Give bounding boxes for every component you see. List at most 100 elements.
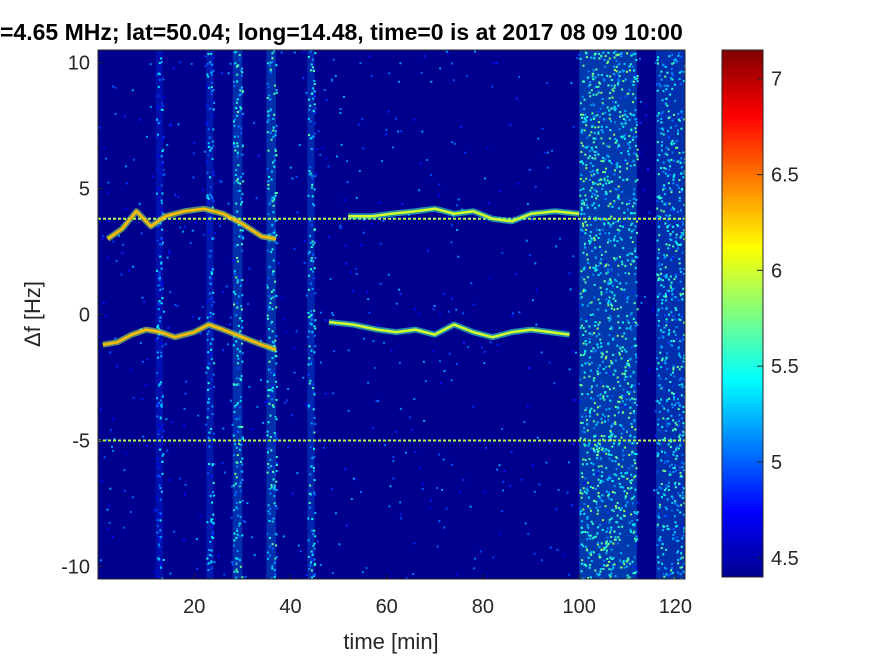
noise-speck	[679, 573, 682, 576]
noise-speck	[213, 522, 216, 525]
noise-speck	[583, 146, 586, 149]
background-speck	[367, 298, 370, 301]
background-speck	[218, 224, 221, 227]
noise-speck	[636, 323, 639, 326]
noise-speck	[626, 477, 629, 480]
noise-speck	[273, 229, 276, 232]
background-speck	[671, 385, 674, 388]
noise-speck	[671, 429, 674, 432]
background-speck	[192, 152, 195, 155]
noise-speck	[614, 188, 617, 191]
noise-speck	[312, 408, 315, 411]
background-speck	[319, 153, 322, 156]
noise-speck	[616, 240, 619, 243]
background-speck	[391, 146, 394, 149]
background-speck	[633, 73, 636, 76]
background-speck	[609, 372, 612, 375]
noise-speck	[675, 536, 678, 539]
noise-speck	[671, 571, 674, 574]
noise-speck	[241, 499, 244, 502]
noise-speck	[234, 173, 237, 176]
noise-speck	[212, 291, 215, 294]
background-speck	[617, 147, 620, 150]
noise-speck	[307, 373, 310, 376]
noise-speck	[623, 288, 626, 291]
noise-speck	[683, 170, 685, 173]
noise-speck	[161, 281, 164, 284]
noise-speck	[678, 435, 681, 438]
background-speck	[401, 202, 404, 205]
noise-speck	[674, 240, 677, 243]
noise-speck	[271, 340, 274, 343]
noise-speck	[617, 194, 620, 197]
noise-speck	[593, 402, 596, 405]
background-speck	[528, 168, 531, 171]
noise-speck	[159, 487, 162, 490]
background-speck	[643, 295, 646, 298]
noise-speck	[628, 147, 631, 150]
noise-speck	[235, 383, 238, 386]
noise-speck	[308, 316, 311, 319]
noise-speck	[665, 276, 668, 279]
noise-speck	[157, 356, 160, 359]
noise-speck	[268, 266, 271, 269]
noise-speck	[273, 488, 276, 491]
noise-speck	[581, 415, 584, 418]
background-speck	[161, 162, 164, 165]
background-speck	[296, 211, 299, 214]
noise-speck	[609, 129, 612, 132]
noise-speck	[206, 316, 209, 319]
noise-speck	[593, 188, 596, 191]
background-speck	[597, 394, 600, 397]
noise-speck	[160, 61, 163, 64]
background-speck	[121, 252, 124, 255]
noise-speck	[592, 435, 595, 438]
background-speck	[578, 544, 581, 547]
background-speck	[132, 265, 135, 268]
noise-speck	[596, 171, 599, 174]
noise-speck	[629, 263, 632, 266]
background-speck	[267, 118, 270, 121]
noise-speck	[673, 278, 676, 281]
noise-speck	[589, 223, 592, 226]
noise-speck	[596, 370, 599, 373]
noise-speck	[599, 262, 602, 265]
noise-speck	[664, 75, 667, 78]
background-speck	[128, 269, 131, 272]
noise-speck	[241, 470, 244, 473]
noise-speck	[580, 206, 583, 209]
noise-speck	[663, 193, 666, 196]
noise-speck	[620, 424, 623, 427]
noise-speck	[208, 228, 211, 231]
background-speck	[106, 191, 109, 194]
noise-speck	[589, 189, 592, 192]
noise-speck	[635, 153, 638, 156]
noise-speck	[617, 525, 620, 528]
noise-speck	[678, 199, 681, 202]
noise-speck	[606, 564, 609, 567]
noise-speck	[622, 247, 625, 250]
background-speck	[237, 367, 240, 370]
noise-speck	[674, 481, 677, 484]
noise-speck	[657, 556, 660, 559]
noise-speck	[677, 186, 680, 189]
noise-speck	[661, 450, 664, 453]
background-speck	[280, 51, 283, 54]
noise-speck	[600, 160, 603, 163]
noise-speck	[607, 491, 610, 494]
noise-speck	[213, 320, 216, 323]
background-speck	[424, 380, 427, 383]
noise-speck	[613, 257, 616, 260]
background-speck	[380, 242, 383, 245]
background-speck	[319, 361, 322, 364]
noise-speck	[614, 258, 617, 261]
noise-speck	[598, 372, 601, 375]
noise-speck	[620, 152, 623, 155]
background-speck	[569, 288, 572, 291]
noise-speck	[208, 215, 211, 218]
noise-speck	[270, 251, 273, 254]
noise-speck	[665, 88, 668, 91]
background-speck	[212, 69, 215, 72]
noise-speck	[658, 384, 661, 387]
background-speck	[256, 405, 259, 408]
